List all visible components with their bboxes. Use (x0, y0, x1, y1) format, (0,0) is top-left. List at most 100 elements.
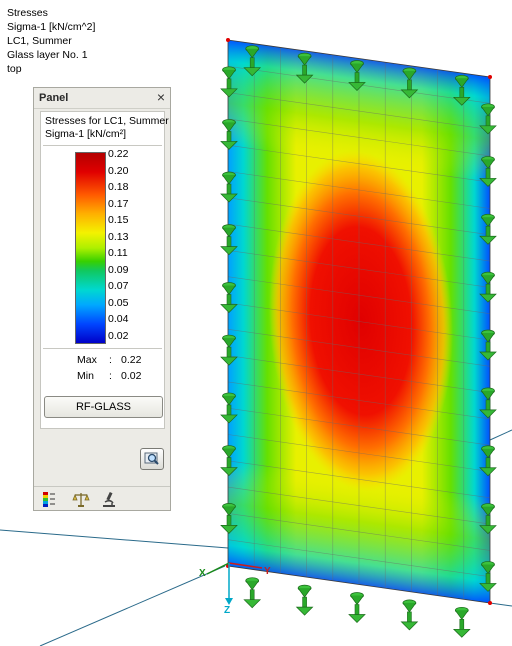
info-surface-side: top (7, 63, 22, 75)
x-axis-line (206, 562, 230, 575)
min-colon: : (109, 370, 112, 382)
grid-line (39, 565, 226, 646)
support-symbol[interactable] (243, 577, 262, 609)
balance-scale-icon (72, 493, 90, 507)
mesh-line (228, 355, 490, 393)
magnifier-icon (144, 452, 159, 465)
support-symbol[interactable] (220, 66, 238, 98)
mesh-line (228, 539, 490, 577)
panel-tab-strip (34, 486, 170, 511)
support-symbol[interactable] (220, 334, 238, 366)
glass-plate[interactable] (228, 40, 490, 603)
support-symbol[interactable] (479, 156, 497, 187)
support-symbol[interactable] (479, 445, 497, 477)
support-symbol[interactable] (348, 60, 366, 91)
fe-mesh (228, 43, 490, 600)
z-axis-arrow (225, 598, 233, 605)
mesh-line (228, 276, 490, 314)
x-axis-label: X (199, 568, 206, 579)
divider (43, 145, 162, 146)
y-axis-line (228, 562, 263, 569)
support-symbol[interactable] (220, 392, 238, 424)
corner-node[interactable] (488, 601, 492, 605)
tab-balance[interactable] (72, 490, 90, 508)
z-axis-label: Z (224, 605, 230, 616)
grid-line (0, 529, 229, 549)
grid-line (489, 602, 512, 607)
mesh-line (228, 223, 490, 262)
stress-hotspot (269, 150, 453, 492)
support-symbol[interactable] (348, 592, 366, 623)
support-symbol[interactable] (220, 224, 238, 256)
corner-node[interactable] (488, 75, 492, 79)
support-symbol[interactable] (220, 503, 238, 534)
legend-value: 0.04 (108, 313, 129, 325)
support-symbol[interactable] (479, 561, 497, 592)
legend-value: 0.09 (108, 263, 129, 276)
close-icon[interactable]: × (156, 89, 165, 105)
legend-value: 0.22 (108, 148, 129, 160)
tab-microscope[interactable] (100, 490, 118, 508)
mesh-line (228, 92, 490, 130)
legend-title: Stresses for LC1, Summer (45, 115, 169, 127)
legend-value: 0.02 (108, 329, 129, 342)
legend-unit: Sigma-1 [kN/cm²] (45, 128, 127, 140)
support-symbol[interactable] (452, 74, 471, 106)
support-symbol[interactable] (400, 599, 419, 631)
support-symbol[interactable] (243, 45, 262, 77)
support-symbol[interactable] (479, 329, 497, 361)
divider (43, 348, 162, 349)
max-colon: : (109, 354, 112, 366)
info-result-type: Stresses (7, 7, 48, 19)
mesh-line (228, 118, 490, 157)
grid-line (489, 429, 512, 441)
support-symbol[interactable] (220, 445, 238, 477)
legend-value: 0.13 (108, 230, 129, 243)
mesh-line (228, 407, 490, 446)
result-info-text: Stresses Sigma-1 [kN/cm^2] LC1, Summer G… (7, 6, 95, 76)
tab-color-scale[interactable] (40, 490, 58, 508)
color-scale-bar[interactable] (75, 152, 106, 344)
mesh-line (228, 513, 490, 551)
axis-triad: X Y Z (199, 562, 271, 616)
legend-value: 0.05 (108, 296, 129, 309)
support-symbol[interactable] (220, 282, 238, 313)
info-layer: Glass layer No. 1 (7, 49, 88, 61)
support-symbol[interactable] (295, 52, 314, 84)
info-quantity: Sigma-1 [kN/cm^2] (7, 21, 96, 33)
support-symbol[interactable] (479, 213, 497, 245)
mesh-line (228, 197, 490, 236)
zoom-legend-button[interactable] (140, 448, 164, 470)
mesh-line (228, 144, 490, 183)
panel-title: Panel (39, 92, 69, 104)
max-label: Max (77, 354, 97, 366)
y-axis-label: Y (264, 566, 271, 577)
corner-node[interactable] (226, 38, 230, 42)
microscope-icon (103, 491, 115, 507)
legend-value: 0.18 (108, 181, 129, 193)
support-symbol[interactable] (220, 171, 238, 203)
support-symbol[interactable] (479, 387, 497, 419)
legend-value: 0.20 (108, 164, 129, 177)
support-symbol[interactable] (220, 119, 238, 150)
legend-value: 0.17 (108, 197, 129, 210)
max-value: 0.22 (121, 354, 142, 366)
line-supports (220, 45, 497, 638)
rf-glass-button[interactable]: RF-GLASS (44, 396, 163, 418)
panel-titlebar[interactable]: Panel × (34, 88, 170, 109)
legend-value: 0.11 (108, 247, 128, 259)
support-symbol[interactable] (479, 503, 497, 535)
legend-value: 0.07 (108, 280, 129, 292)
support-symbol[interactable] (400, 67, 419, 99)
support-symbol[interactable] (479, 103, 497, 135)
legend-value: 0.15 (108, 214, 129, 226)
support-symbol[interactable] (479, 271, 497, 303)
support-symbol[interactable] (452, 606, 471, 638)
min-value: 0.02 (121, 370, 142, 382)
color-scale-icon (43, 492, 55, 507)
support-symbol[interactable] (295, 584, 314, 616)
mesh-line (228, 486, 490, 525)
control-panel: Panel × Stresses for LC1, Summer Sigma-1… (33, 87, 171, 511)
mesh-line (228, 171, 490, 209)
